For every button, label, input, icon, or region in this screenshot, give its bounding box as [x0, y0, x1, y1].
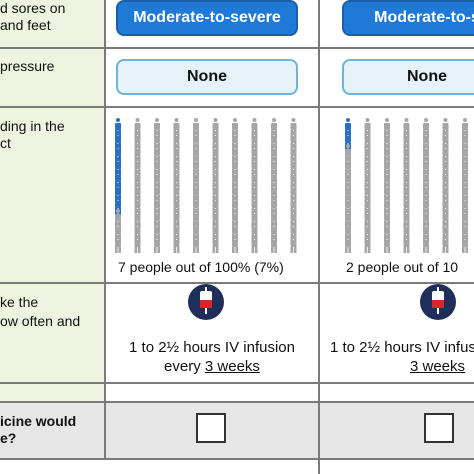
person-icon: [232, 235, 238, 253]
risk-caption: 2 people out of 10: [346, 259, 459, 275]
person-icon: [462, 235, 468, 253]
infusion-interval-link[interactable]: 3 weeks: [410, 358, 466, 375]
row-divider: [0, 47, 474, 49]
person-icon: [271, 235, 277, 253]
people-icon-array: [115, 118, 297, 253]
row-divider: [0, 282, 474, 284]
option-a-cell: 7 people out of 100% (7%): [106, 108, 318, 282]
person-icon: [290, 235, 297, 253]
infusion-line-1: 1 to 2½ hours IV infusion: [129, 339, 295, 356]
severity-pill: Moderate-to-severe: [116, 0, 298, 36]
infusion-line-1: 1 to 2½ hours IV infusion: [330, 339, 474, 356]
column-divider: [318, 0, 320, 474]
infusion-interval-link[interactable]: 3 weeks: [204, 358, 260, 375]
choose-option-a-checkbox[interactable]: [196, 413, 226, 443]
row-sores: d sores on and feet Moderate-to-severe M…: [0, 0, 474, 47]
row-spacer: [0, 384, 474, 401]
label-line: ow often and: [0, 313, 81, 329]
row-label-sores: d sores on and feet: [0, 0, 106, 47]
row-label-choice: icine would e?: [0, 403, 106, 458]
row-label-pressure: pressure: [0, 49, 106, 106]
option-a-cell: Moderate-to-severe: [106, 0, 318, 47]
person-icon: [384, 235, 390, 253]
option-b-cell: 1 to 2½ hours IV infusion 3 weeks: [320, 284, 474, 382]
option-b-cell: None: [320, 49, 474, 106]
option-b-cell: 2 people out of 10: [320, 108, 474, 282]
severity-pill: None: [116, 59, 298, 95]
row-pressure: pressure None None: [0, 49, 474, 106]
row-label-bleeding: ding in the ct: [0, 108, 106, 282]
option-b-cell: Moderate-to-s: [320, 0, 474, 47]
severity-pill: Moderate-to-s: [342, 0, 474, 36]
row-divider: [0, 382, 474, 384]
label-line: d sores on: [0, 0, 66, 16]
option-b-cell: [320, 403, 474, 458]
option-a-cell: [106, 403, 318, 458]
person-icon: [251, 235, 258, 253]
infusion-text: 1 to 2½ hours IV infusion 3 weeks: [330, 338, 474, 376]
person-icon: [173, 235, 180, 253]
person-icon: [442, 235, 449, 253]
people-icon-array: [345, 118, 468, 253]
infusion-line-2: every 3 weeks: [106, 357, 318, 376]
label-line: ding in the: [0, 118, 65, 134]
person-icon: [134, 235, 141, 253]
label-line: ke the: [0, 294, 39, 310]
row-divider: [0, 401, 474, 403]
row-administration: ke the ow often and 1 to 2½ hours IV inf…: [0, 284, 474, 382]
person-icon: [115, 235, 121, 253]
person-icon: [345, 235, 351, 253]
row-divider: [0, 106, 474, 108]
label-line: ct: [0, 135, 11, 151]
infusion-line-2: 3 weeks: [330, 357, 474, 376]
label-line: pressure: [0, 58, 55, 74]
row-bleeding: ding in the ct 7 people out of 100% (7%)…: [0, 108, 474, 282]
infusion-text: 1 to 2½ hours IV infusion every 3 weeks: [106, 338, 318, 376]
option-a-cell: None: [106, 49, 318, 106]
infusion-frequency-prefix: every: [164, 358, 205, 375]
label-line: and feet: [0, 17, 51, 33]
person-icon: [403, 235, 410, 253]
row-label-administration: ke the ow often and: [0, 284, 106, 382]
label-line: e?: [0, 430, 17, 446]
person-icon: [423, 235, 429, 253]
person-icon: [364, 235, 371, 253]
severity-pill: None: [342, 59, 474, 95]
person-icon: [154, 235, 160, 253]
person-icon: [212, 235, 219, 253]
label-line: icine would: [0, 413, 77, 429]
person-icon: [193, 235, 199, 253]
iv-drip-icon: [420, 284, 456, 320]
row-label-spacer: [0, 384, 106, 401]
row-choice: icine would e?: [0, 403, 474, 458]
row-divider: [0, 458, 474, 460]
choose-option-b-checkbox[interactable]: [424, 413, 454, 443]
iv-drip-icon: [188, 284, 224, 320]
risk-caption: 7 people out of 100% (7%): [118, 259, 284, 275]
option-a-cell: 1 to 2½ hours IV infusion every 3 weeks: [106, 284, 318, 382]
